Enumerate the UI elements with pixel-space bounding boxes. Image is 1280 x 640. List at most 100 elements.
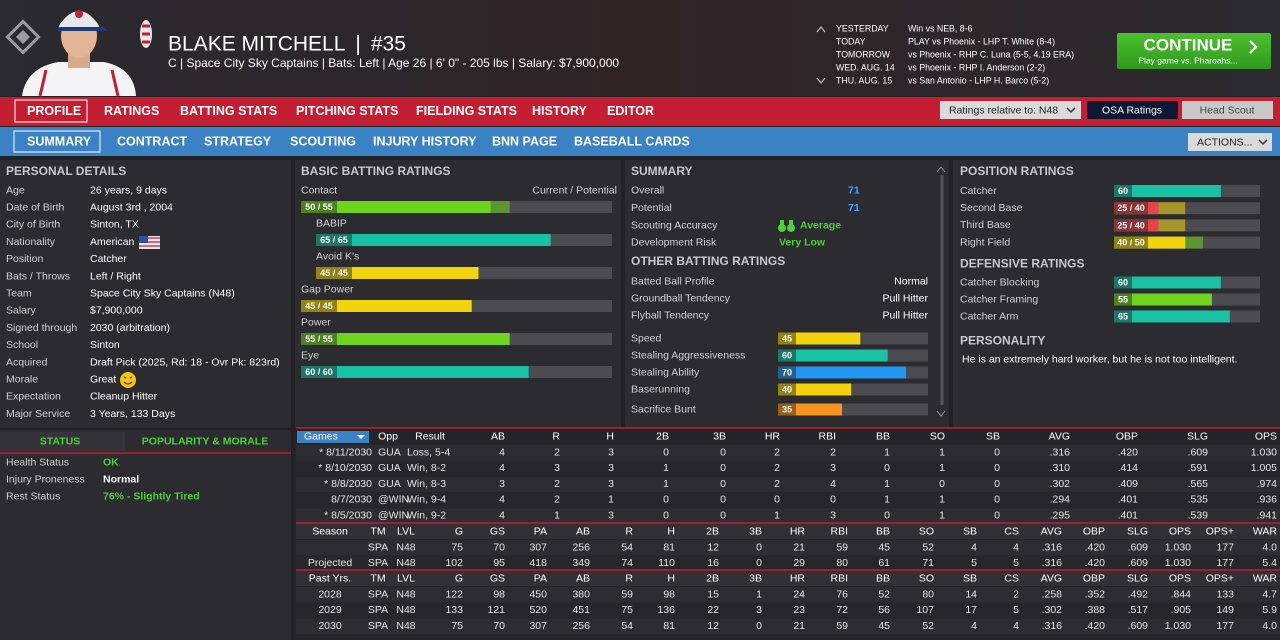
column-header: Past Yrs.	[309, 572, 351, 584]
table-cell: Loss, 5-4	[407, 446, 450, 458]
table-cell: 307	[529, 620, 547, 632]
player-portrait	[22, 10, 136, 97]
table-row-bg	[296, 602, 1280, 619]
panel-title: SUMMARY	[631, 164, 693, 178]
bar-label: 60 / 60	[305, 367, 333, 377]
column-header: OBP	[1083, 525, 1105, 537]
column-header: 2B	[706, 525, 719, 537]
table-cell: SPA	[368, 604, 388, 616]
column-header: RBI	[818, 430, 836, 442]
bar-label: 65 / 65	[320, 235, 348, 245]
schedule-scroll[interactable]	[816, 25, 826, 85]
sub-tab[interactable]: STRATEGY	[204, 134, 272, 148]
detail-value: 26 years, 9 days	[90, 184, 167, 196]
nav-tab[interactable]: BATTING STATS	[180, 104, 277, 118]
table-cell: 1	[939, 462, 945, 474]
table-cell: 3	[608, 462, 614, 474]
nav-tab[interactable]: EDITOR	[607, 104, 654, 118]
table-cell: * 8/10/2030	[318, 462, 372, 474]
table-cell: .609	[1128, 541, 1149, 553]
position-name: Second Base	[960, 202, 1023, 214]
actions-label[interactable]: ACTIONS...	[1197, 136, 1252, 148]
table-cell: 52	[922, 541, 934, 553]
table-cell: * 8/8/2030	[324, 478, 372, 490]
actions-button[interactable]	[1188, 133, 1272, 151]
nav-tab[interactable]: PROFILE	[27, 104, 81, 118]
table-cell: 1.030	[1165, 541, 1191, 553]
column-header: R	[552, 430, 560, 442]
column-header: BB	[876, 572, 890, 584]
table-cell: 4	[499, 509, 505, 521]
sub-tab[interactable]: CONTRACT	[117, 134, 187, 148]
continue-label[interactable]: CONTINUE	[1144, 35, 1233, 54]
table-cell: 45	[878, 620, 890, 632]
rating-name: Baserunning	[631, 383, 690, 395]
table-cell: 98	[493, 588, 505, 600]
table-cell: .936	[1257, 494, 1278, 506]
table-cell: 2	[554, 478, 560, 490]
scout-button[interactable]	[1182, 101, 1273, 119]
ratings-select[interactable]	[940, 101, 1081, 119]
table-cell: 98	[663, 588, 675, 600]
column-header: BB	[876, 430, 890, 442]
nav-tab[interactable]: RATINGS	[104, 104, 159, 118]
continue-button[interactable]	[1117, 33, 1271, 69]
table-cell: 2	[830, 446, 836, 458]
detail-value: Left / Right	[90, 270, 141, 282]
column-header: PA	[534, 525, 547, 537]
table-cell: 59	[621, 588, 633, 600]
table-cell: 2	[554, 494, 560, 506]
status-tab[interactable]: POPULARITY & MORALE	[142, 435, 268, 447]
column-header: 3B	[749, 525, 762, 537]
sub-tab[interactable]: SUMMARY	[27, 134, 92, 148]
table-cell: 23	[793, 604, 805, 616]
rating-name: Stealing Ability	[631, 366, 700, 378]
table-cell: .539	[1188, 509, 1209, 521]
sub-tab[interactable]: INJURY HISTORY	[373, 134, 477, 148]
table-cell: 71	[922, 557, 934, 569]
bar-label-bg	[1114, 276, 1132, 289]
table-cell: 121	[487, 604, 505, 616]
column-header: SO	[919, 572, 934, 584]
detail-value: Space City Sky Captains (N48)	[90, 287, 235, 299]
column-header: SB	[986, 430, 1000, 442]
table-cell: 72	[836, 604, 848, 616]
continue-subtitle[interactable]: Play game vs. Pharoahs...	[1138, 55, 1237, 65]
status-value: OK	[103, 456, 119, 468]
bar-label: 35	[782, 404, 792, 414]
column-header: WAR	[1253, 572, 1278, 584]
ratings-select-label[interactable]: Ratings relative to: N48	[949, 104, 1058, 116]
bar-label: 55	[1118, 294, 1128, 304]
table-cell: 0	[756, 557, 762, 569]
table-cell: 1	[884, 446, 890, 458]
table-cell: 133	[1216, 588, 1234, 600]
table-cell: .905	[1171, 604, 1192, 616]
summary-scrollbar[interactable]	[936, 166, 946, 417]
panel-title: BASIC BATTING RATINGS	[301, 164, 451, 178]
games-dropdown[interactable]	[297, 431, 369, 443]
column-header: SLG	[1127, 572, 1148, 584]
status-tab[interactable]: STATUS	[40, 435, 80, 447]
table-row-bg	[296, 492, 1280, 508]
table-row-bg	[296, 445, 1280, 461]
schedule-day: TODAY	[836, 36, 866, 46]
detail-label: Age	[6, 184, 25, 196]
nav-tab[interactable]: HISTORY	[532, 104, 588, 118]
header-background	[0, 0, 1280, 96]
table-cell: .535	[1188, 494, 1209, 506]
nationality-flag	[139, 236, 160, 249]
continue-background[interactable]	[1117, 33, 1271, 69]
column-header: WAR	[1253, 525, 1278, 537]
scout-label[interactable]: Head Scout	[1200, 104, 1255, 116]
osa-label[interactable]: OSA Ratings	[1102, 104, 1162, 116]
nav-tab[interactable]: FIELDING STATS	[416, 104, 517, 118]
sub-tab[interactable]: SCOUTING	[290, 134, 356, 148]
nav-tab[interactable]: PITCHING STATS	[296, 104, 398, 118]
bar-label-bg	[1114, 219, 1148, 232]
column-header[interactable]: Games	[304, 430, 338, 442]
table-cell: 2	[1013, 588, 1019, 600]
sub-tab[interactable]: BASEBALL CARDS	[574, 134, 690, 148]
osa-button[interactable]	[1087, 101, 1178, 119]
table-cell: 2030	[318, 620, 342, 632]
sub-tab[interactable]: BNN PAGE	[492, 134, 557, 148]
